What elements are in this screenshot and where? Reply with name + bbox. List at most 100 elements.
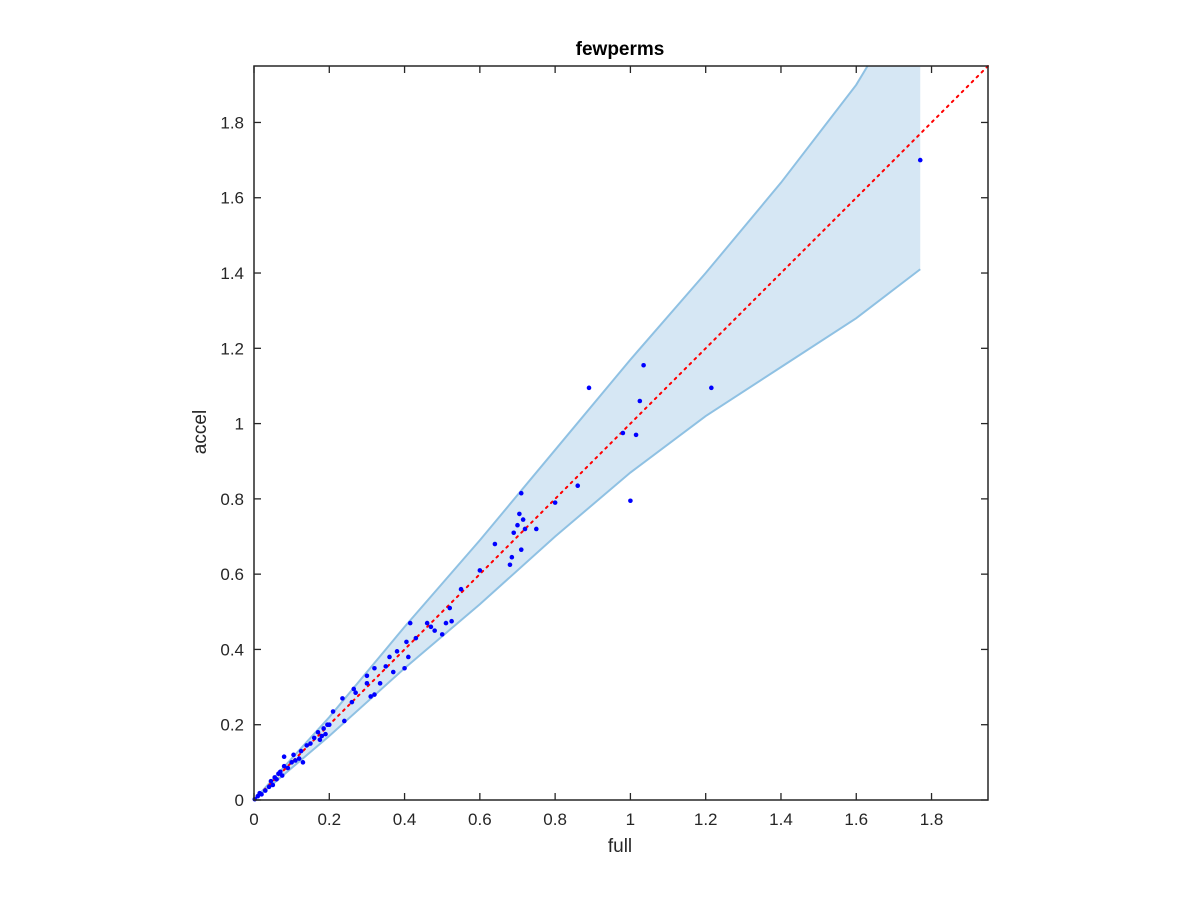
data-point [520,517,526,522]
data-point [518,547,524,552]
data-point [575,483,581,488]
y-tick-label: 0.8 [220,490,244,509]
data-point [628,498,633,504]
data-point [262,788,268,793]
data-point [340,696,345,701]
data-point [300,760,306,765]
data-point [311,735,317,741]
confidence-band [254,66,921,800]
x-tick-label: 0.6 [468,810,492,829]
data-point [477,568,483,573]
data-point [424,620,430,626]
data-point [281,754,287,760]
data-point [522,526,528,532]
data-point [319,733,325,739]
y-tick-label: 1.2 [220,339,244,358]
data-point [323,731,328,737]
y-tick-label: 1.6 [220,189,244,208]
axis-ticks: 0 0.2 0.4 0.6 0.8 1 1.2 1.4 1.6 1.8 0 0.2 0.4 0.6 0.8 1… [220,66,988,829]
data-point [402,665,407,671]
data-point [406,654,411,660]
data-point [278,769,283,775]
x-tick-label: 1.4 [769,810,793,829]
data-point [315,729,321,735]
data-point [330,709,336,714]
data-point [281,763,287,769]
data-point [517,511,522,517]
data-point [709,385,714,391]
y-tick-label: 0.4 [220,640,244,659]
data-point [633,432,639,438]
x-tick-label: 0.8 [543,810,567,829]
data-point [641,362,646,368]
data-point [447,605,453,611]
data-point [449,618,454,624]
data-point [404,639,409,645]
data-point [428,624,434,630]
x-axis-label: full [608,836,632,857]
data-point [390,669,396,675]
data-point [317,737,323,743]
data-point [511,530,517,536]
y-tick-label: 1 [235,415,244,434]
data-point [413,635,419,641]
x-tick-label: 1.6 [844,810,868,829]
band-lower-edge [253,268,921,801]
y-tick-label: 0.6 [220,565,244,584]
data-point [279,773,285,778]
data-point [342,718,347,724]
data-point [285,765,291,771]
data-point [291,752,296,758]
data-point [377,681,383,686]
data-point [268,778,274,784]
data-point [353,690,358,696]
data-point [394,649,400,654]
data-point [349,699,355,705]
data-point [637,398,643,404]
data-point [259,792,264,797]
x-tick-label: 0.4 [393,810,417,829]
data-point [917,157,923,163]
y-axis-label: accel [190,410,211,454]
y-tick-label: 1.4 [220,264,244,283]
data-point [552,500,558,505]
band-upper-edge [253,65,869,801]
data-point [518,490,524,496]
data-point [383,664,389,669]
data-point [364,673,370,679]
data-point [364,681,370,686]
data-point [509,554,515,560]
data-point [458,586,464,592]
data-point [304,743,309,748]
data-point [534,526,539,532]
data-point [289,760,294,765]
data-point [507,562,513,568]
plot-area [252,65,989,802]
y-tick-label: 0.2 [220,716,244,735]
data-point [372,665,377,671]
data-point [321,726,326,731]
data-point [492,541,498,547]
data-point [298,748,304,754]
chart-title: fewperms [576,39,665,60]
data-point [515,522,520,528]
data-point [351,686,357,692]
axes-frame [253,65,989,801]
y-tick-label: 0 [235,791,244,810]
x-tick-label: 0 [249,810,258,829]
data-point [270,782,276,788]
data-point [586,385,592,391]
x-tick-label: 0.2 [317,810,341,829]
data-point [266,784,272,790]
y-tick-label: 1.8 [220,113,244,132]
x-tick-label: 1.8 [920,810,944,829]
data-point [368,694,373,699]
x-tick-label: 1.2 [694,810,718,829]
data-point [274,776,279,782]
data-point [439,632,445,637]
data-point [620,430,626,436]
data-point [296,756,302,761]
x-tick-label: 1 [626,810,635,829]
data-point [372,692,377,697]
